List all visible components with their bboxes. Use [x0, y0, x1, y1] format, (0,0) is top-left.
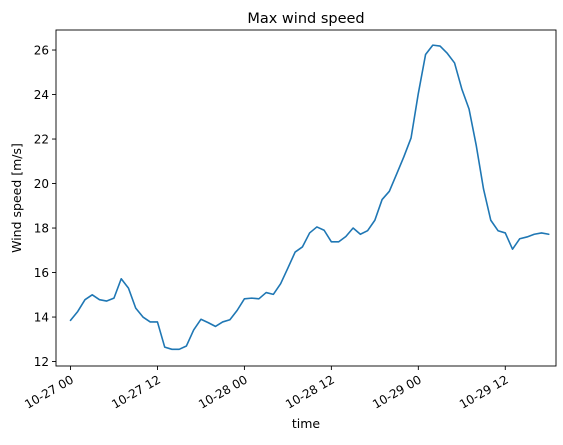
y-tick-label: 22 — [34, 133, 49, 147]
x-tick-label: 10-27 12 — [109, 372, 163, 411]
x-tick-label: 10-28 00 — [196, 372, 250, 411]
y-tick-label: 12 — [34, 355, 49, 369]
x-tick-label: 10-27 00 — [22, 372, 76, 411]
y-tick-label: 16 — [34, 266, 49, 280]
y-tick-label: 14 — [34, 311, 49, 325]
x-tick-label: 10-28 12 — [283, 372, 337, 411]
series-line — [69, 44, 550, 351]
x-tick-label: 10-29 00 — [370, 372, 424, 411]
chart-title: Max wind speed — [247, 11, 364, 27]
y-tick-label: 24 — [34, 88, 49, 102]
y-tick-label: 18 — [34, 222, 49, 236]
plot-frame — [55, 29, 557, 367]
x-tick-label: 10-29 12 — [457, 372, 511, 411]
y-axis-label: Wind speed [m/s] — [9, 143, 24, 253]
y-axis: 12 14 16 18 20 22 24 26 — [34, 44, 56, 369]
y-tick-label: 26 — [34, 44, 49, 58]
x-axis-label: time — [292, 416, 321, 431]
plot-area — [56, 30, 556, 366]
y-tick-label: 20 — [34, 177, 49, 191]
x-axis: 10-27 00 10-27 12 10-28 00 10-28 12 10-29 00… — [22, 366, 511, 412]
